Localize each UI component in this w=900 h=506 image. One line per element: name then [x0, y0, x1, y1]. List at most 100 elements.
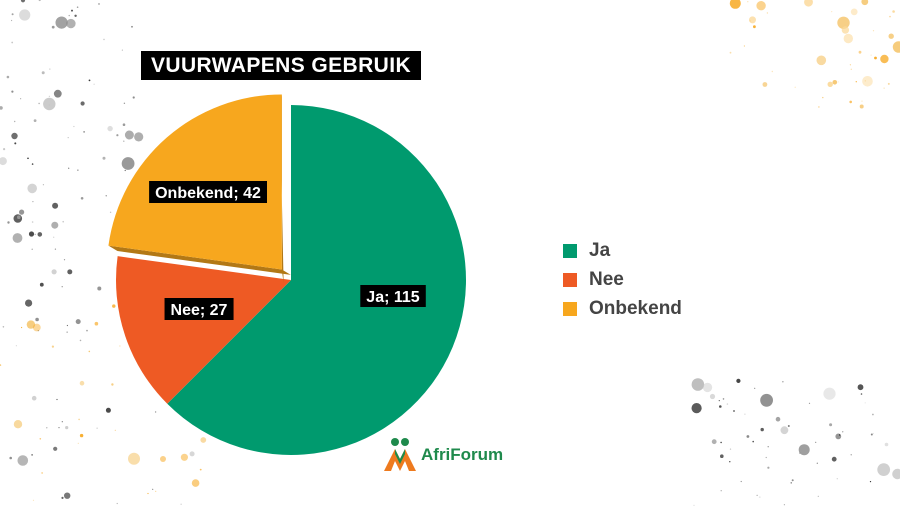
- splatter-dot: [790, 482, 792, 484]
- splatter-dot: [804, 0, 813, 7]
- splatter-dot: [68, 167, 70, 169]
- splatter-dot: [816, 462, 818, 464]
- splatter-dot: [892, 10, 895, 13]
- splatter-dot: [38, 0, 41, 2]
- splatter-dot: [729, 461, 731, 463]
- splatter-dot: [122, 123, 126, 126]
- splatter-dot: [869, 481, 872, 483]
- splatter-dot: [722, 398, 725, 400]
- splatter-dot: [53, 89, 62, 98]
- splatter-dot: [836, 478, 838, 480]
- afriforum-logo-text: AfriForum: [421, 445, 504, 464]
- splatter-dot: [66, 324, 68, 327]
- splatter-dot: [11, 19, 13, 22]
- splatter-dot: [80, 101, 85, 106]
- splatter-dot: [42, 184, 45, 186]
- data-label-onbekend: Onbekend; 42: [149, 181, 267, 203]
- splatter-dot: [841, 26, 850, 34]
- splatter-dot: [41, 472, 43, 474]
- splatter-dot: [767, 446, 769, 448]
- splatter-dot: [718, 400, 720, 402]
- splatter-dot: [780, 426, 789, 435]
- splatter-dot: [749, 16, 756, 24]
- data-label-ja: Ja; 115: [360, 285, 426, 307]
- legend-swatch-onbekend: [563, 301, 577, 316]
- legend-label-nee: Nee: [589, 268, 624, 290]
- splatter-dot: [71, 9, 73, 12]
- splatter-dot: [720, 454, 724, 459]
- splatter-dot: [75, 319, 81, 325]
- splatter-dot: [86, 329, 88, 332]
- splatter-dot: [191, 479, 200, 487]
- splatter-dot: [114, 429, 116, 431]
- splatter-dot: [771, 70, 773, 73]
- splatter-dot: [19, 9, 31, 21]
- splatter-dot: [160, 456, 166, 462]
- splatter-dot: [31, 395, 37, 401]
- splatter-dot: [767, 466, 770, 469]
- splatter-dot: [864, 80, 866, 82]
- splatter-dot: [859, 104, 864, 109]
- splatter-dot: [849, 64, 852, 66]
- chart-title: VUURWAPENS GEBRUIK: [141, 51, 422, 80]
- legend-label-onbekend: Onbekend: [589, 297, 682, 319]
- data-label-box-nee: [164, 298, 234, 320]
- splatter-dot: [124, 130, 134, 140]
- splatter-dot: [822, 96, 824, 99]
- data-label-text-ja: Ja; 115: [366, 289, 419, 306]
- splatter-dot: [102, 156, 106, 160]
- splatter-dot: [34, 233, 36, 236]
- splatter-dot: [76, 6, 79, 8]
- splatter-dot: [96, 427, 98, 429]
- splatter-dot: [51, 269, 57, 275]
- afriforum-logo-icon: [384, 438, 416, 471]
- splatter-dot: [0, 157, 7, 166]
- splatter-dot: [61, 421, 63, 423]
- splatter-dot: [799, 452, 801, 454]
- splatter-dot: [93, 83, 95, 85]
- splatter-dot: [109, 211, 112, 213]
- splatter-dot: [62, 220, 64, 223]
- splatter-dot: [119, 345, 121, 347]
- splatter-dot: [837, 81, 839, 83]
- splatter-dot: [53, 236, 55, 238]
- splatter-dot: [791, 479, 794, 482]
- splatter-dot: [829, 423, 833, 427]
- splatter-dot: [51, 25, 55, 29]
- splatter-dot: [6, 75, 10, 79]
- splatter-dot: [105, 407, 111, 413]
- splatter-dot: [97, 286, 102, 291]
- splatter-dot: [41, 71, 45, 75]
- splatter-dot: [79, 380, 85, 386]
- splatter-dot: [883, 87, 885, 89]
- splatter-dot: [19, 209, 25, 215]
- splatter-dot: [817, 495, 819, 497]
- splatter-dot: [54, 248, 57, 250]
- splatter-dot: [862, 76, 873, 87]
- splatter-dot: [831, 11, 833, 13]
- splatter-dot: [11, 41, 14, 44]
- splatter-dot: [65, 426, 69, 430]
- splatter-dot: [0, 364, 2, 366]
- splatter-dot: [11, 13, 14, 16]
- splatter-dot: [762, 82, 768, 87]
- splatter-dot: [861, 100, 863, 102]
- splatter-dot: [884, 442, 889, 447]
- splatter-dot: [27, 157, 29, 160]
- splatter-dot: [729, 51, 732, 54]
- splatter-dot: [892, 468, 900, 480]
- splatter-dot: [839, 434, 841, 436]
- splatter-dot: [27, 183, 37, 194]
- splatter-dot: [720, 490, 722, 492]
- splatter-dot: [80, 197, 84, 200]
- splatter-dot: [874, 56, 877, 60]
- splatter-dot: [31, 248, 33, 250]
- splatter-dot: [200, 437, 207, 443]
- afriforum-logo: AfriForum: [383, 437, 503, 473]
- splatter-dot: [103, 38, 105, 41]
- splatter-dot: [38, 102, 40, 105]
- splatter-dot: [872, 432, 874, 435]
- splatter-dot: [189, 451, 195, 457]
- splatter-dot: [77, 169, 79, 171]
